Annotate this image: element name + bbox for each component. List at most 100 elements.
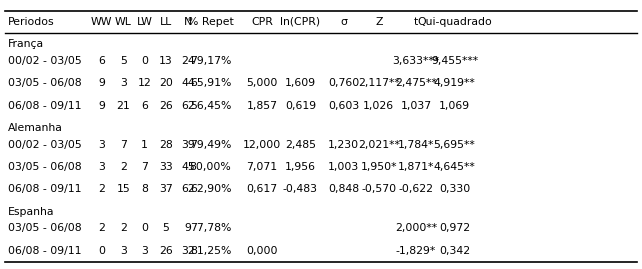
Text: 1: 1	[141, 140, 148, 150]
Text: 0: 0	[141, 56, 148, 66]
Text: 80,00%: 80,00%	[189, 162, 232, 172]
Text: 0,972: 0,972	[439, 224, 470, 233]
Text: 1,037: 1,037	[401, 101, 431, 111]
Text: 1,956: 1,956	[285, 162, 316, 172]
Text: 5: 5	[120, 56, 126, 66]
Text: 7,071: 7,071	[247, 162, 277, 172]
Text: 4,645**: 4,645**	[433, 162, 476, 172]
Text: 33: 33	[159, 162, 173, 172]
Text: CPR: CPR	[251, 17, 273, 27]
Text: 12: 12	[137, 78, 152, 88]
Text: -1,829*: -1,829*	[396, 246, 436, 256]
Text: 06/08 - 09/11: 06/08 - 09/11	[8, 101, 81, 111]
Text: 26: 26	[159, 246, 173, 256]
Text: 5,695**: 5,695**	[433, 140, 476, 150]
Text: 13: 13	[159, 56, 173, 66]
Text: -0,570: -0,570	[361, 184, 396, 194]
Text: 3: 3	[98, 162, 105, 172]
Text: 9: 9	[98, 78, 105, 88]
Text: 79,17%: 79,17%	[190, 56, 231, 66]
Text: 3: 3	[98, 140, 105, 150]
Text: 2,000**: 2,000**	[395, 224, 437, 233]
Text: 2,485: 2,485	[285, 140, 316, 150]
Text: 9: 9	[98, 101, 105, 111]
Text: 9: 9	[185, 224, 191, 233]
Text: 00/02 - 03/05: 00/02 - 03/05	[8, 56, 82, 66]
Text: 0,330: 0,330	[439, 184, 470, 194]
Text: 44: 44	[181, 78, 195, 88]
Text: 3,633***: 3,633***	[392, 56, 440, 66]
Text: Periodos: Periodos	[8, 17, 55, 27]
Text: 26: 26	[159, 101, 173, 111]
Text: WW: WW	[91, 17, 112, 27]
Text: 1,026: 1,026	[363, 101, 394, 111]
Text: 15: 15	[116, 184, 130, 194]
Text: 7: 7	[120, 140, 126, 150]
Text: 0,000: 0,000	[246, 246, 278, 256]
Text: 7: 7	[141, 162, 148, 172]
Text: 1,230: 1,230	[328, 140, 359, 150]
Text: 28: 28	[159, 140, 173, 150]
Text: 3: 3	[120, 246, 126, 256]
Text: % Repet: % Repet	[187, 17, 234, 27]
Text: 21: 21	[116, 101, 130, 111]
Text: 0,848: 0,848	[328, 184, 359, 194]
Text: 2,117**: 2,117**	[358, 78, 400, 88]
Text: 20: 20	[159, 78, 173, 88]
Text: 1,784*: 1,784*	[398, 140, 434, 150]
Text: 0,619: 0,619	[285, 101, 316, 111]
Text: 39: 39	[181, 140, 195, 150]
Text: ln(CPR): ln(CPR)	[281, 17, 320, 27]
Text: 5,000: 5,000	[247, 78, 277, 88]
Text: 03/05 - 06/08: 03/05 - 06/08	[8, 224, 82, 233]
Text: -0,483: -0,483	[283, 184, 318, 194]
Text: 06/08 - 09/11: 06/08 - 09/11	[8, 184, 81, 194]
Text: Alemanha: Alemanha	[8, 123, 62, 133]
Text: 79,49%: 79,49%	[190, 140, 231, 150]
Text: 4,919**: 4,919**	[433, 78, 476, 88]
Text: França: França	[8, 39, 44, 49]
Text: 06/08 - 09/11: 06/08 - 09/11	[8, 246, 81, 256]
Text: Espanha: Espanha	[8, 207, 54, 217]
Text: Qui-quadrado: Qui-quadrado	[417, 17, 492, 27]
Text: 9,455***: 9,455***	[431, 56, 478, 66]
Text: 6: 6	[141, 101, 148, 111]
Text: 0,342: 0,342	[439, 246, 470, 256]
Text: 45: 45	[181, 162, 195, 172]
Text: 32: 32	[181, 246, 195, 256]
Text: Z: Z	[375, 17, 383, 27]
Text: 81,25%: 81,25%	[190, 246, 231, 256]
Text: 1,003: 1,003	[328, 162, 359, 172]
Text: 00/02 - 03/05: 00/02 - 03/05	[8, 140, 82, 150]
Text: 1,609: 1,609	[285, 78, 316, 88]
Text: 5: 5	[162, 224, 169, 233]
Text: 0: 0	[141, 224, 148, 233]
Text: 0,760: 0,760	[328, 78, 359, 88]
Text: LW: LW	[137, 17, 152, 27]
Text: 6: 6	[98, 56, 105, 66]
Text: 24: 24	[181, 56, 195, 66]
Text: 2: 2	[98, 184, 105, 194]
Text: 8: 8	[141, 184, 148, 194]
Text: 3: 3	[141, 246, 148, 256]
Text: 0,603: 0,603	[328, 101, 359, 111]
Text: 03/05 - 06/08: 03/05 - 06/08	[8, 78, 82, 88]
Text: t: t	[414, 17, 418, 27]
Text: 56,45%: 56,45%	[190, 101, 231, 111]
Text: 1,950*: 1,950*	[361, 162, 397, 172]
Text: -0,622: -0,622	[399, 184, 433, 194]
Text: 0,617: 0,617	[247, 184, 277, 194]
Text: 62: 62	[181, 101, 195, 111]
Text: 65,91%: 65,91%	[190, 78, 231, 88]
Text: 2,475**: 2,475**	[395, 78, 437, 88]
Text: 03/05 - 06/08: 03/05 - 06/08	[8, 162, 82, 172]
Text: 77,78%: 77,78%	[190, 224, 231, 233]
Text: 1,069: 1,069	[439, 101, 470, 111]
Text: 2: 2	[120, 224, 126, 233]
Text: LL: LL	[159, 17, 172, 27]
Text: WL: WL	[115, 17, 132, 27]
Text: 1,857: 1,857	[247, 101, 277, 111]
Text: 3: 3	[120, 78, 126, 88]
Text: 37: 37	[159, 184, 173, 194]
Text: N: N	[184, 17, 192, 27]
